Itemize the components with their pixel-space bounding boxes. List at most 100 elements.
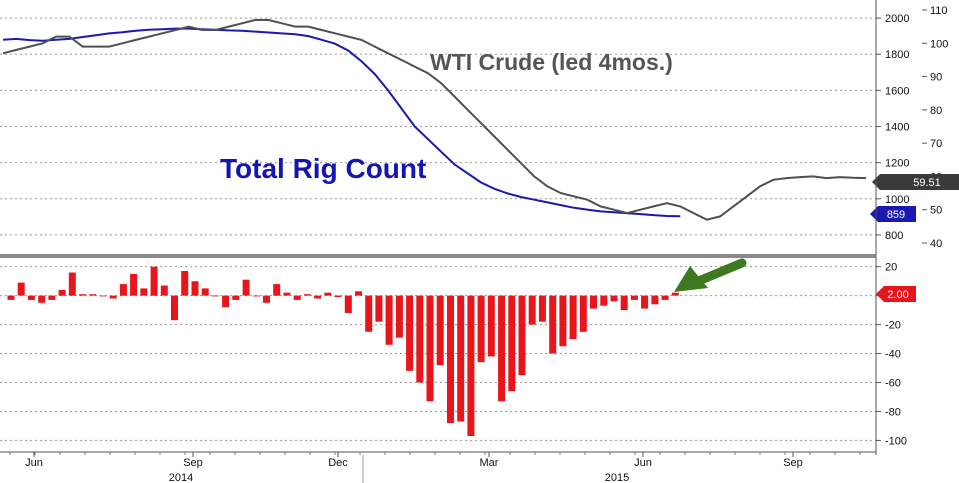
wti-last-value: 59.51 bbox=[913, 177, 941, 189]
rig-tick-label: 1600 bbox=[885, 85, 909, 97]
wti-last-badge-shape bbox=[872, 174, 959, 190]
rig-change-bars bbox=[7, 266, 679, 436]
wti-tick-label: 50 bbox=[930, 205, 942, 217]
change-bar bbox=[355, 291, 362, 296]
change-bar bbox=[671, 292, 679, 296]
rig-last-value: 859 bbox=[887, 209, 905, 221]
change-tick-label: -40 bbox=[885, 349, 901, 361]
change-bar bbox=[140, 288, 148, 296]
change-bar bbox=[119, 284, 127, 296]
wti-tick-label: 80 bbox=[930, 105, 942, 117]
change-bar bbox=[211, 295, 219, 297]
change-bar bbox=[436, 295, 444, 366]
top-gridlines bbox=[0, 17, 876, 236]
year-label-2014: 2014 bbox=[169, 472, 193, 483]
change-bar bbox=[344, 295, 352, 313]
change-tick-label: -60 bbox=[885, 378, 901, 390]
change-bar bbox=[160, 285, 168, 296]
change-bar bbox=[303, 294, 311, 296]
change-bar bbox=[252, 295, 260, 297]
x-tick-label-sep-2015: Sep bbox=[783, 457, 803, 469]
x-tick-label-sep-2014: Sep bbox=[183, 457, 203, 469]
change-bar bbox=[293, 295, 301, 300]
change-bar bbox=[27, 295, 35, 300]
change-bar bbox=[324, 292, 332, 296]
change-bar bbox=[130, 273, 138, 296]
x-tick-label-jun-2014: Jun bbox=[25, 457, 43, 469]
change-bar bbox=[559, 295, 567, 347]
change-bar bbox=[600, 295, 608, 306]
change-tick-label: -20 bbox=[885, 320, 901, 332]
x-tick-label-jun-2015: Jun bbox=[634, 457, 652, 469]
rig-last-badge-shape bbox=[870, 206, 916, 222]
change-bar bbox=[528, 295, 536, 325]
wti-tick-label: 40 bbox=[930, 238, 942, 250]
change-bar bbox=[38, 295, 46, 303]
change-bar bbox=[242, 279, 250, 296]
change-bar bbox=[620, 295, 628, 311]
rig-tick-label: 800 bbox=[885, 230, 903, 242]
x-tick-label-dec-2014: Dec bbox=[328, 457, 348, 469]
bottom-panel: 200-20-40-60-80-100 2.00 bbox=[0, 258, 916, 447]
change-bar bbox=[457, 295, 465, 422]
rig-tick-label: 1000 bbox=[885, 194, 909, 206]
rig-axis-ticks: 800 1000 1200 1400 1600 1800 2000 bbox=[876, 13, 909, 242]
change-bar bbox=[17, 282, 25, 296]
panel-separator bbox=[0, 254, 876, 258]
change-bar bbox=[68, 272, 76, 296]
value-badge-shape bbox=[876, 286, 916, 302]
wti-tick-label: 90 bbox=[930, 72, 942, 84]
x-tick-label-mar-2015: Mar bbox=[480, 457, 499, 469]
change-bar bbox=[365, 295, 373, 332]
change-bar bbox=[579, 295, 587, 332]
change-bar bbox=[477, 295, 485, 363]
value-badge: 2.00 bbox=[876, 286, 916, 302]
wti-crude-line bbox=[2, 19, 867, 221]
rig-tick-label: 1800 bbox=[885, 49, 909, 61]
rig-tick-label: 1400 bbox=[885, 122, 909, 134]
wti-tick-label: 100 bbox=[930, 38, 948, 50]
green-arrow-head bbox=[674, 266, 708, 292]
change-bar bbox=[99, 295, 107, 297]
change-bar bbox=[263, 295, 270, 303]
change-bar bbox=[201, 288, 209, 296]
change-bar bbox=[191, 281, 199, 296]
change-bar bbox=[569, 295, 577, 339]
rig-count-line bbox=[2, 27, 681, 218]
change-bar bbox=[426, 295, 434, 402]
wti-tick-label: 70 bbox=[930, 138, 942, 150]
year-label-2015: 2015 bbox=[605, 472, 629, 483]
rig-annotation: Total Rig Count bbox=[220, 153, 426, 184]
change-bar bbox=[610, 295, 618, 302]
change-bar bbox=[109, 295, 117, 299]
change-bar bbox=[538, 295, 546, 322]
bottom-gridlines bbox=[0, 266, 876, 441]
x-axis: Jun Sep Dec Mar Jun Sep 2014 2015 bbox=[9, 452, 861, 483]
change-axis-ticks: 200-20-40-60-80-100 bbox=[876, 262, 907, 447]
change-bar bbox=[222, 295, 230, 308]
wti-annotation: WTI Crude (led 4mos.) bbox=[430, 49, 673, 75]
rig-tick-label: 1200 bbox=[885, 158, 909, 170]
change-bar bbox=[79, 294, 86, 296]
change-bar bbox=[508, 295, 516, 392]
change-bar bbox=[406, 295, 414, 371]
green-arrow-shaft bbox=[696, 258, 747, 285]
change-bar bbox=[395, 295, 403, 338]
change-bar bbox=[48, 295, 56, 300]
change-bar bbox=[590, 295, 597, 309]
change-bar bbox=[416, 295, 424, 383]
rig-tick-label: 2000 bbox=[885, 13, 909, 25]
change-bar bbox=[467, 295, 475, 436]
change-bar bbox=[487, 295, 495, 357]
change-bar bbox=[651, 295, 659, 305]
change-tick-label: 20 bbox=[885, 262, 897, 274]
change-bar bbox=[661, 295, 669, 300]
change-bar bbox=[630, 295, 638, 300]
change-bar bbox=[549, 295, 557, 354]
wti-tick-label: 110 bbox=[930, 5, 948, 17]
change-bar bbox=[89, 294, 97, 296]
change-bar bbox=[641, 295, 649, 309]
change-bar bbox=[447, 295, 454, 423]
change-bar bbox=[181, 271, 189, 296]
